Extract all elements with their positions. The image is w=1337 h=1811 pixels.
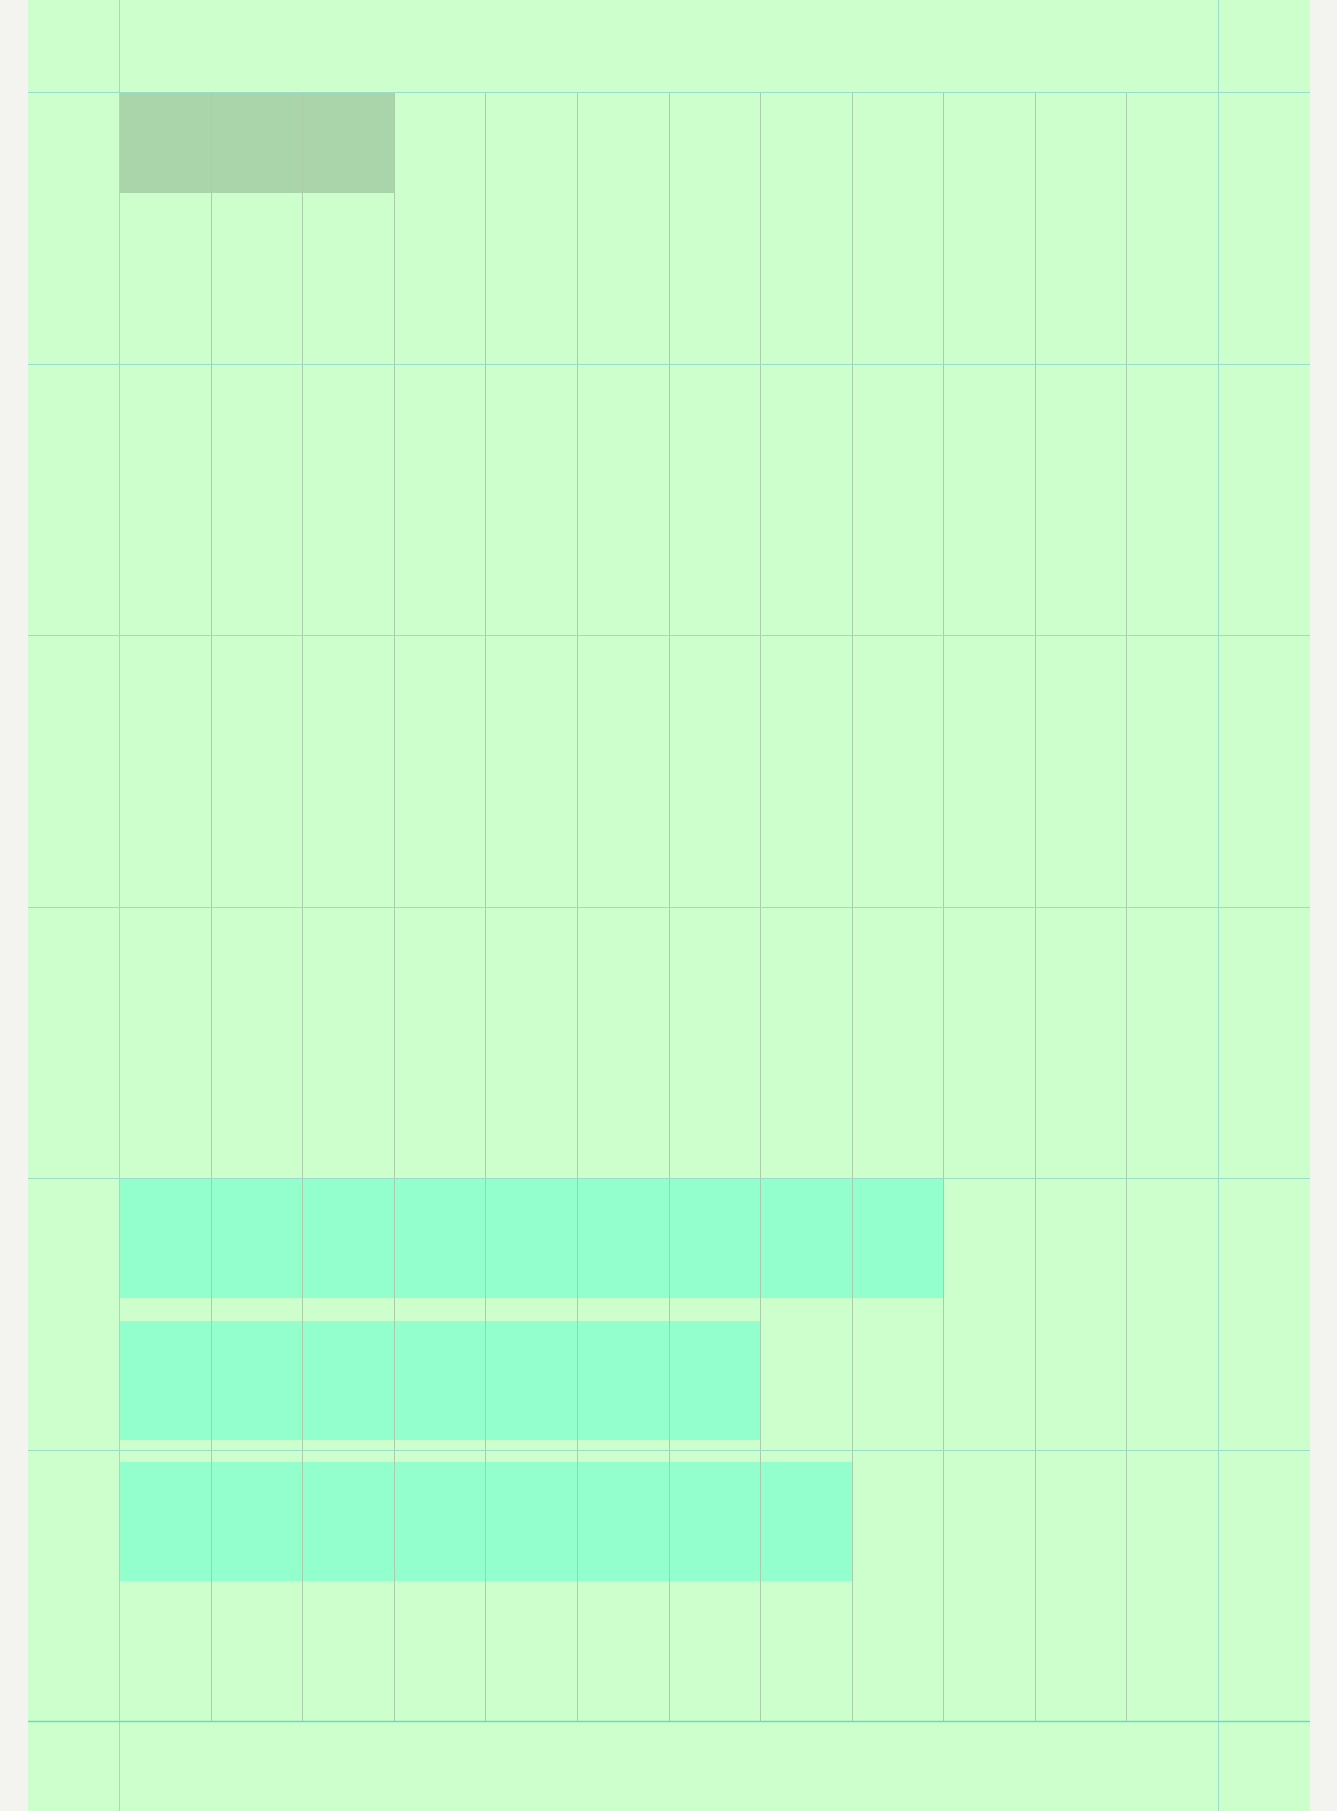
grid-lines xyxy=(28,0,1310,1811)
block xyxy=(119,92,394,193)
block xyxy=(119,1321,760,1440)
block xyxy=(119,1179,943,1298)
